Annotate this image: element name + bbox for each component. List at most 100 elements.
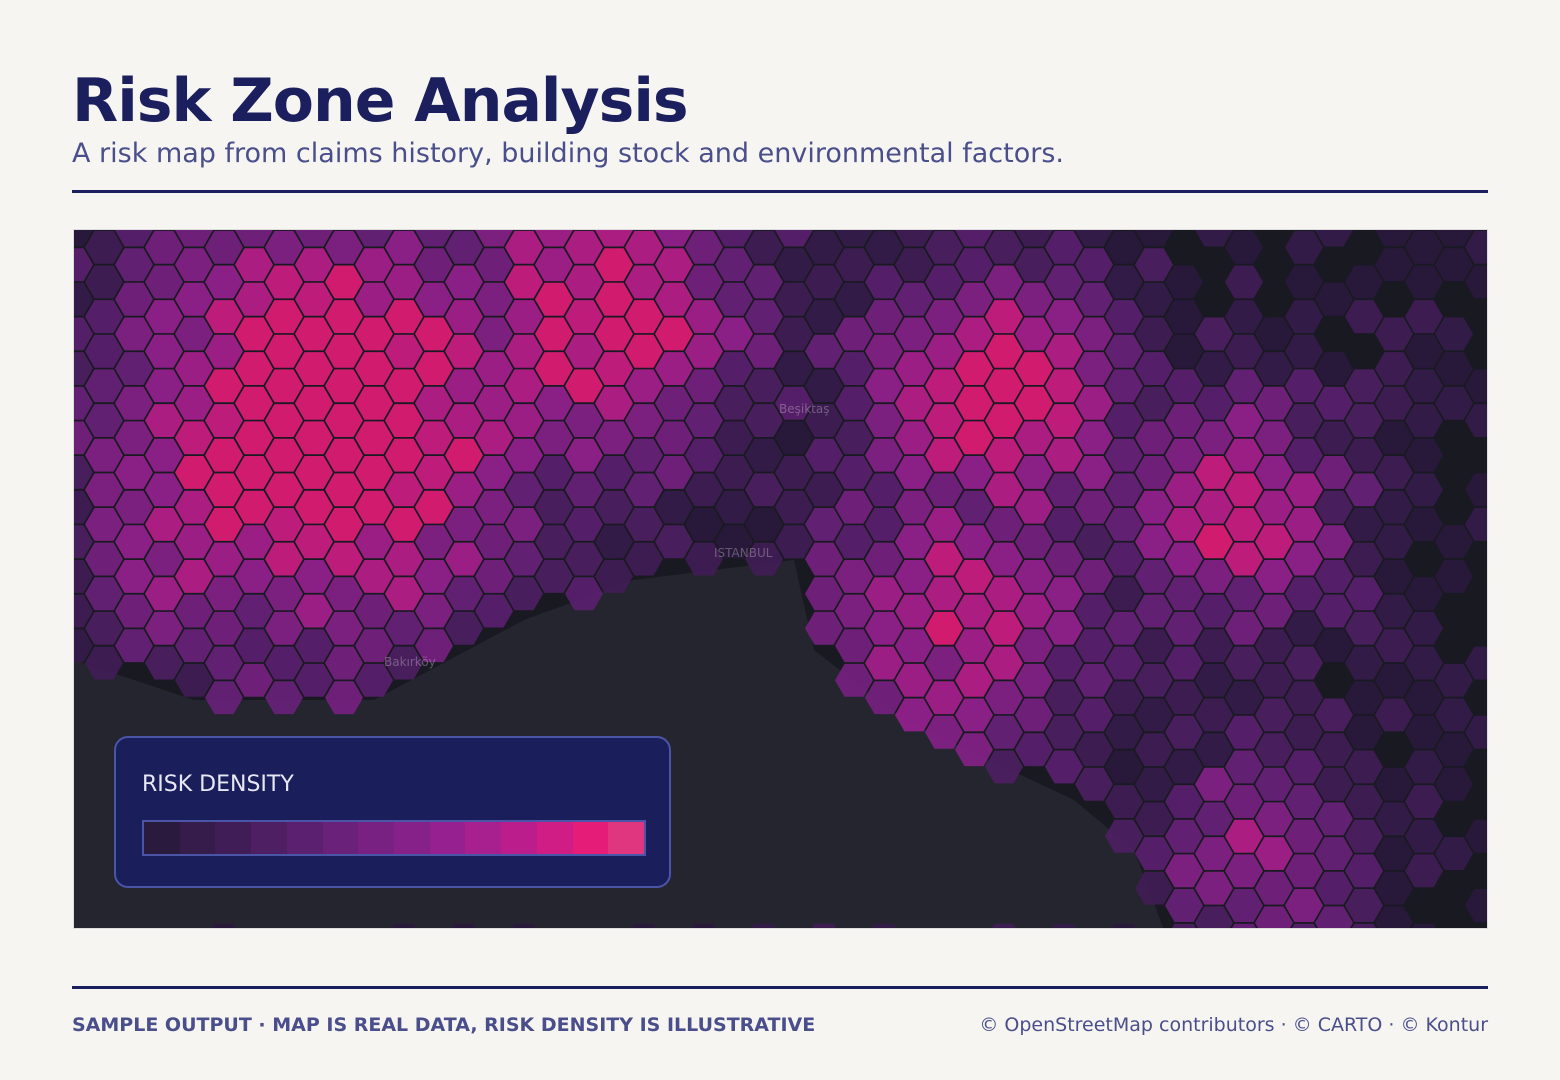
hex-cell [385, 438, 423, 472]
hex-cell [955, 594, 993, 628]
hex-cell [145, 265, 183, 299]
hex-cell [1135, 248, 1173, 282]
hex-cell [985, 542, 1023, 576]
hex-cell [1255, 386, 1293, 420]
hex-cell [1225, 300, 1263, 334]
hex-cell [1315, 352, 1353, 385]
hex-cell [985, 300, 1023, 334]
hex-cell [265, 265, 303, 299]
hex-cell [805, 508, 843, 541]
hex-cell [385, 300, 423, 334]
hex-cell [1195, 230, 1233, 247]
hex-cell [1375, 767, 1413, 801]
hex-cell [715, 490, 753, 524]
hex-cell [445, 577, 483, 611]
hex-cell [265, 404, 303, 437]
legend: RISK DENSITY [114, 736, 671, 888]
hex-cell [1195, 386, 1233, 420]
hex-cell [655, 421, 693, 455]
hex-cell [265, 473, 303, 507]
hex-cell [385, 611, 423, 645]
hex-cell [625, 369, 663, 403]
hex-cell [775, 352, 813, 385]
hex-cell [205, 577, 243, 611]
hex-cell [295, 629, 333, 663]
hex-cell [1075, 230, 1113, 247]
hex-cell [1345, 473, 1383, 507]
hex-cell [745, 438, 783, 472]
hex-cell [685, 508, 723, 541]
hex-cell [1375, 352, 1413, 385]
hex-cell [1375, 871, 1413, 905]
hex-cell [985, 265, 1023, 299]
hex-cell [655, 352, 693, 385]
hex-cell [145, 542, 183, 576]
hex-cell [565, 404, 603, 437]
place-label: ISTANBUL [714, 546, 773, 560]
hex-cell [1135, 525, 1173, 559]
hex-cell [535, 282, 573, 316]
hex-cell [205, 404, 243, 437]
hex-cell [1375, 663, 1413, 697]
hex-cell [1375, 230, 1413, 247]
hex-cell [235, 386, 273, 420]
place-label: Beşiktaş [779, 402, 829, 416]
hex-cell [925, 404, 963, 437]
hex-cell [1225, 681, 1263, 715]
hex-cell [205, 438, 243, 472]
map: Beşiktaş ISTANBUL Bakırköy RISK DENSITY [73, 229, 1488, 929]
hex-cell [1045, 265, 1083, 299]
hex-cell [1285, 715, 1323, 749]
hex-cell [955, 560, 993, 593]
hex-cell [895, 663, 933, 697]
hex-cell [1165, 404, 1203, 437]
hex-cell [685, 404, 723, 437]
hex-cell [385, 577, 423, 611]
hex-cell [265, 611, 303, 645]
hex-cell [74, 317, 93, 351]
hex-cell [505, 508, 543, 541]
hex-cell [74, 525, 93, 559]
hex-cell [1165, 508, 1203, 541]
hex-cell [74, 282, 93, 316]
ramp-swatch [536, 822, 573, 854]
hex-cell [475, 490, 513, 524]
hex-cell [1255, 421, 1293, 455]
hex-cell [1345, 265, 1383, 299]
hex-cell [1315, 560, 1353, 593]
hex-cell [1015, 421, 1053, 455]
hex-cell [1015, 560, 1053, 593]
hex-cell [1375, 906, 1413, 928]
hex-cell [535, 317, 573, 351]
hex-cell [145, 611, 183, 645]
hex-cell [685, 334, 723, 368]
hex-cell [385, 230, 423, 264]
hex-cell [1105, 300, 1143, 334]
hex-cell [895, 282, 933, 316]
hex-cell [1105, 750, 1143, 784]
hex-cell [595, 560, 633, 593]
hex-cell [115, 456, 153, 489]
hex-cell [235, 525, 273, 559]
hex-cell [715, 248, 753, 282]
hex-cell [535, 386, 573, 420]
hex-cell [175, 663, 213, 697]
hex-cell [1345, 577, 1383, 611]
hex-cell [1225, 473, 1263, 507]
hex-cell [325, 508, 363, 541]
hex-cell [655, 525, 693, 559]
hex-cell [535, 456, 573, 489]
hex-cell [805, 404, 843, 437]
hex-cell [1195, 767, 1233, 801]
hex-cell [895, 317, 933, 351]
hex-cell [325, 473, 363, 507]
hex-cell [925, 715, 963, 749]
hex-cell [1375, 525, 1413, 559]
hex-cell [985, 715, 1023, 749]
hex-cell [235, 421, 273, 455]
hex-cell [835, 248, 873, 282]
hex-cell [595, 490, 633, 524]
hex-cell [835, 230, 873, 247]
hex-cell [1195, 629, 1233, 663]
ramp-swatch [394, 822, 430, 854]
